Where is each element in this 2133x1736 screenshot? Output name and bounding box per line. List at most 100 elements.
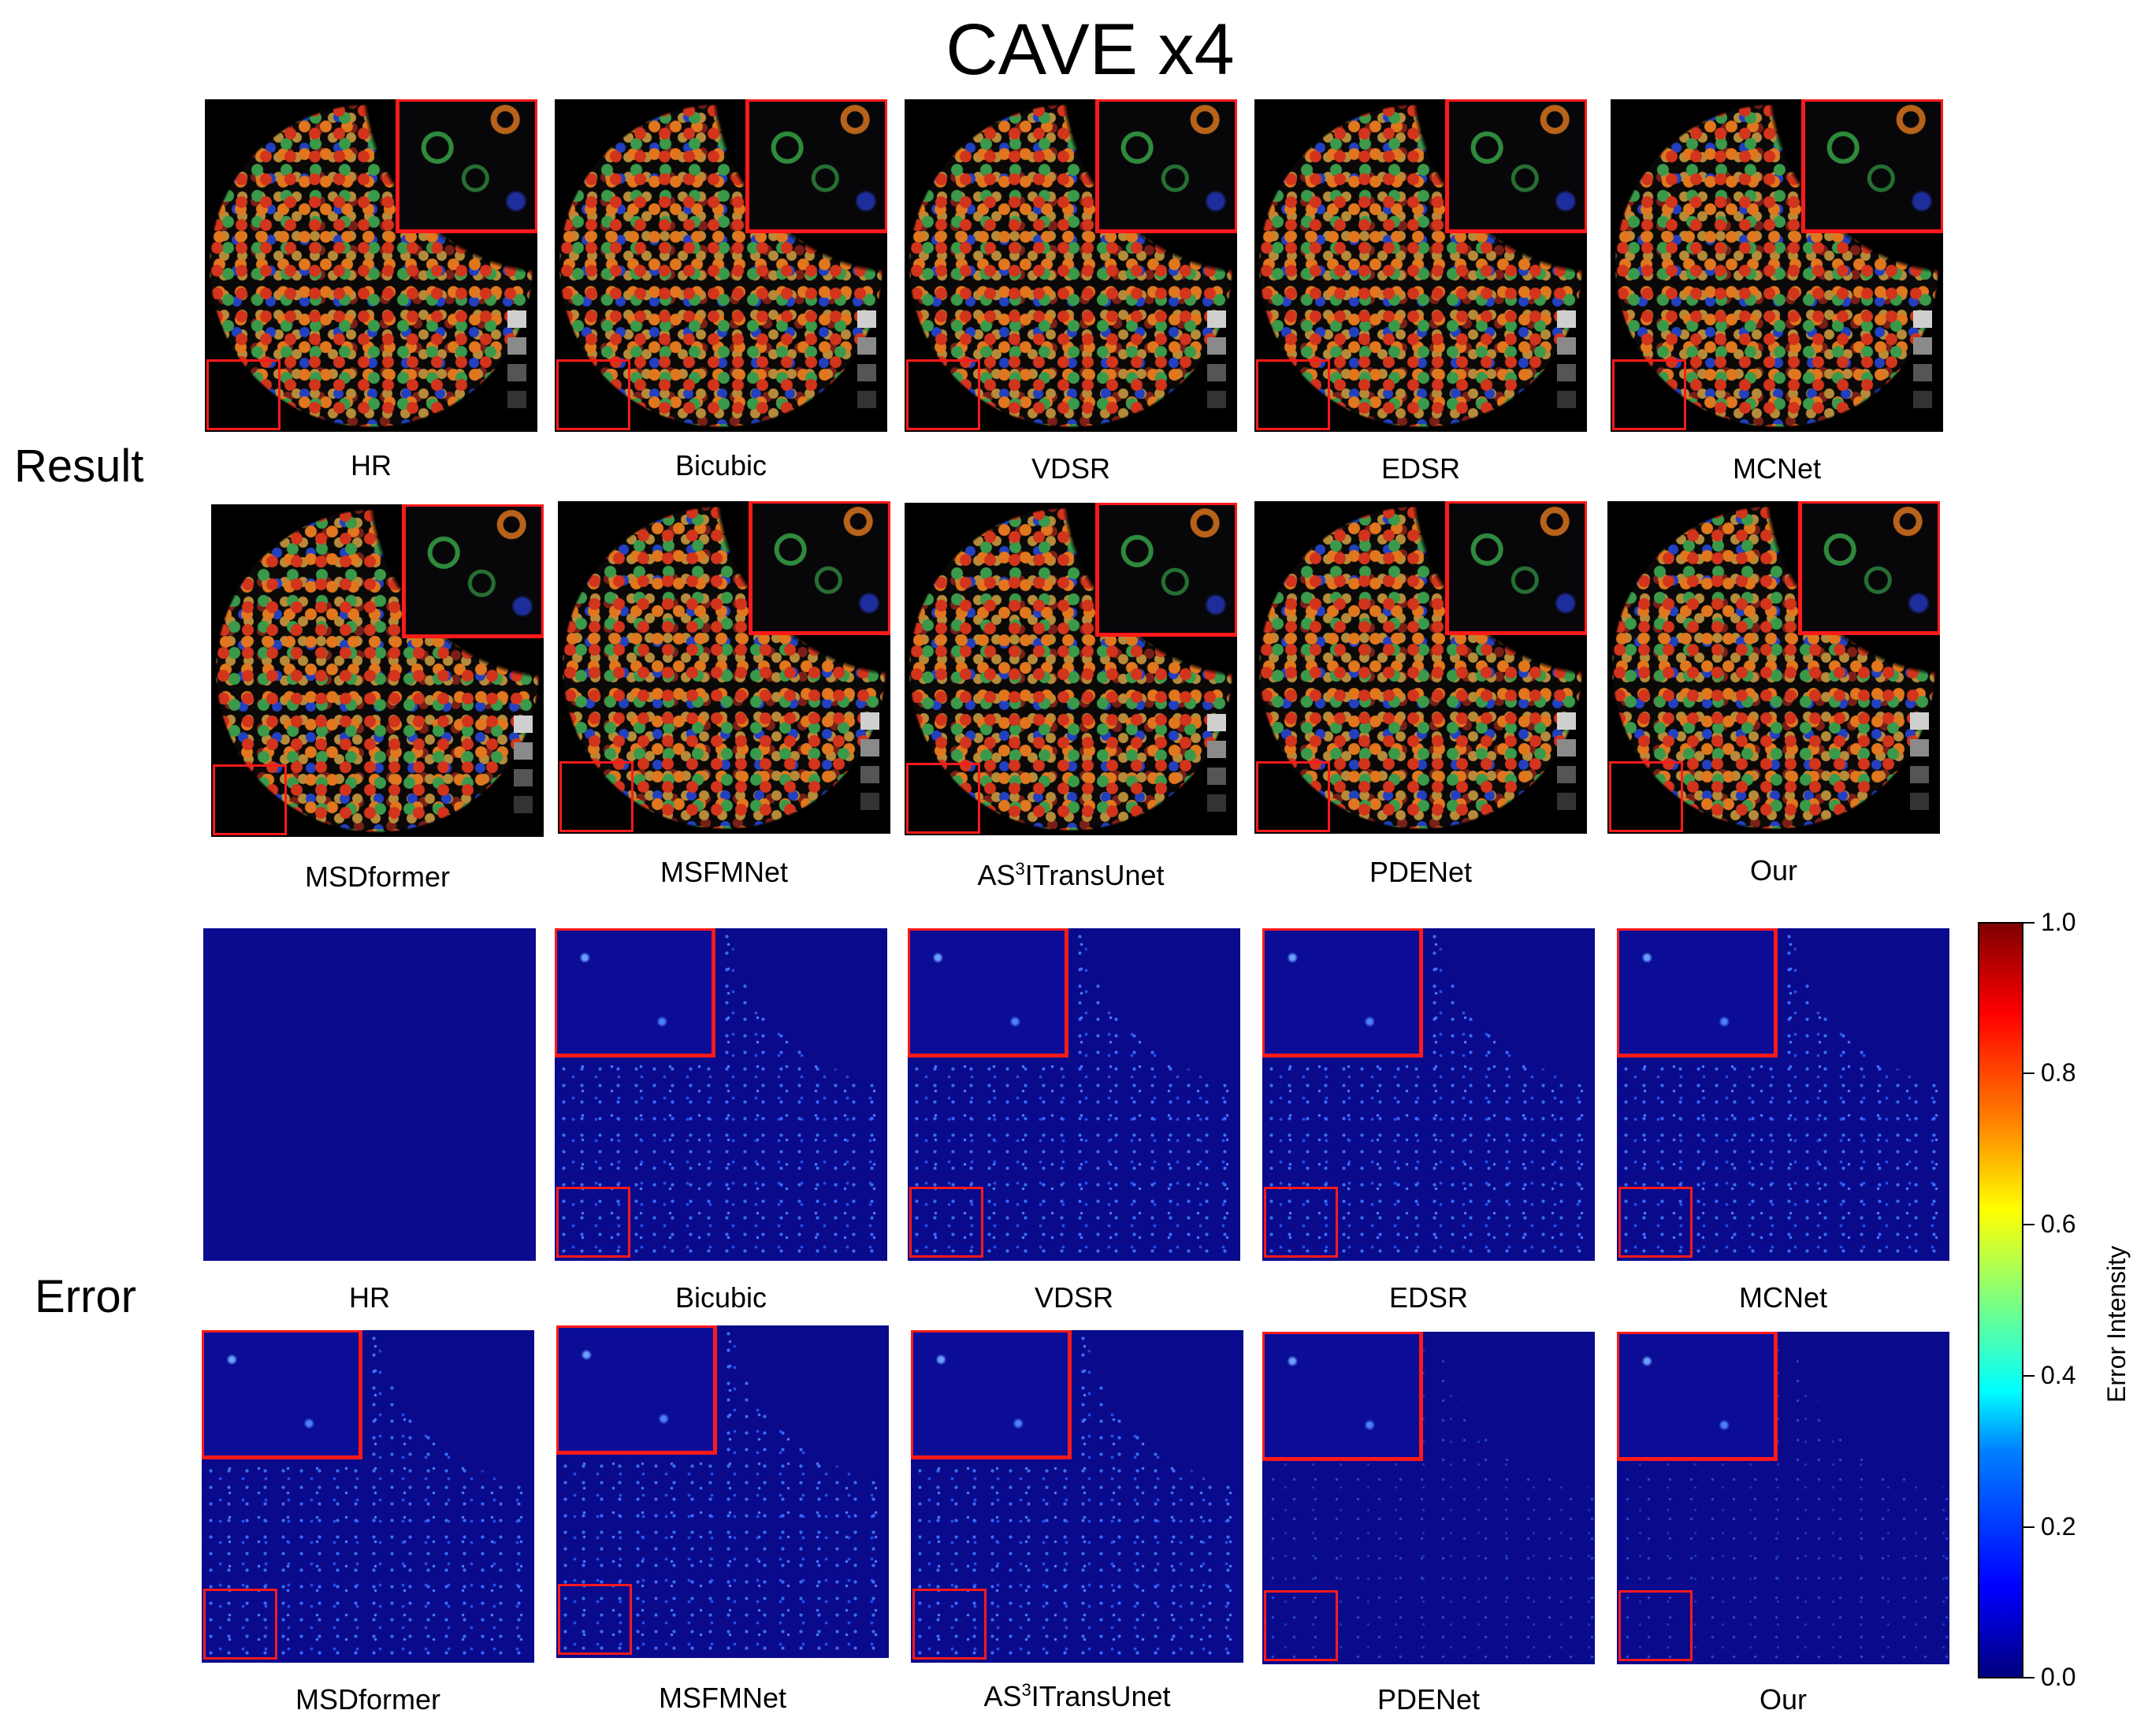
- zoom-region: [1612, 359, 1686, 430]
- zoom-inset: [1445, 99, 1587, 233]
- error-panel-pdenet: [1262, 1332, 1595, 1664]
- color-checker: [1207, 310, 1226, 408]
- colorbar-tick-label: 1.0: [2041, 908, 2076, 936]
- caption-result-edsr: EDSR: [1381, 452, 1461, 485]
- colorbar-tick-label: 0.0: [2041, 1663, 2076, 1691]
- zoom-region: [1609, 761, 1683, 832]
- caption-error-as3itransunet: AS3ITransUnet: [983, 1680, 1171, 1712]
- caption-error-msfmnet: MSFMNet: [659, 1682, 786, 1714]
- colorbar-tick: [2023, 1224, 2035, 1225]
- color-checker: [1910, 712, 1929, 810]
- zoom-region: [1264, 1187, 1338, 1258]
- caption-result-pdenet: PDENet: [1369, 856, 1473, 888]
- caption-error-mcnet: MCNet: [1738, 1281, 1827, 1314]
- zoom-region: [1264, 1590, 1338, 1661]
- colorbar-tick-label: 0.8: [2041, 1058, 2076, 1087]
- error-panel-edsr: [1262, 928, 1595, 1261]
- zoom-region: [556, 359, 630, 430]
- caption-error-vdsr: VDSR: [1034, 1281, 1114, 1314]
- zoom-inset: [1262, 1332, 1423, 1461]
- zoom-inset: [908, 928, 1068, 1058]
- caption-result-msdformer: MSDformer: [304, 861, 450, 893]
- result-panel-pdenet: [1254, 501, 1587, 834]
- colorbar-tick: [2023, 1072, 2035, 1074]
- row-label-result: Result: [14, 441, 144, 492]
- zoom-region: [559, 761, 634, 832]
- caption-result-as3itransunet: AS3ITransUnet: [977, 859, 1165, 891]
- caption-error-bicubic: Bicubic: [674, 1281, 767, 1314]
- result-panel-msfmnet: [558, 501, 890, 834]
- error-panel-bicubic: [555, 928, 887, 1261]
- zoom-region: [906, 359, 980, 430]
- error-colorbar: [1978, 922, 2023, 1678]
- caption-result-mcnet: MCNet: [1732, 452, 1821, 485]
- zoom-inset: [556, 1325, 717, 1455]
- zoom-region: [906, 763, 980, 834]
- zoom-inset: [1617, 928, 1778, 1058]
- caption-result-hr: HR: [351, 449, 392, 481]
- colorbar-tick: [2023, 1677, 2035, 1678]
- zoom-region: [1618, 1590, 1693, 1661]
- color-checker: [1913, 310, 1932, 408]
- caption-error-hr: HR: [349, 1281, 390, 1314]
- colorbar-tick: [2023, 1526, 2035, 1528]
- result-panel-edsr: [1254, 99, 1587, 432]
- caption-result-bicubic: Bicubic: [674, 449, 767, 481]
- zoom-region: [558, 1584, 632, 1655]
- zoom-inset: [911, 1330, 1072, 1459]
- error-panel-msdformer: [202, 1330, 534, 1663]
- color-checker: [1557, 712, 1576, 810]
- zoom-inset: [1801, 99, 1943, 233]
- zoom-region: [1618, 1187, 1693, 1258]
- zoom-inset: [402, 504, 544, 638]
- zoom-inset: [1798, 501, 1940, 635]
- zoom-inset: [1617, 1332, 1778, 1461]
- colorbar-tick-label: 0.2: [2041, 1512, 2076, 1541]
- zoom-inset: [1445, 501, 1587, 635]
- zoom-region: [203, 1589, 277, 1660]
- zoom-region: [909, 1187, 983, 1258]
- error-panel-our: [1617, 1332, 1949, 1664]
- caption-error-pdenet: PDENet: [1377, 1683, 1481, 1716]
- zoom-inset: [1095, 99, 1237, 233]
- caption-error-msdformer: MSDformer: [295, 1683, 440, 1716]
- color-checker: [860, 712, 879, 810]
- zoom-region: [206, 359, 281, 430]
- figure-title: CAVE x4: [946, 9, 1235, 90]
- zoom-region: [213, 764, 287, 835]
- zoom-inset: [555, 928, 715, 1058]
- color-checker: [1557, 310, 1576, 408]
- row-label-error: Error: [35, 1271, 136, 1322]
- result-panel-mcnet: [1611, 99, 1943, 432]
- caption-result-msfmnet: MSFMNet: [660, 856, 788, 888]
- caption-result-our: Our: [1749, 854, 1797, 887]
- result-panel-hr: [205, 99, 537, 432]
- result-panel-our: [1607, 501, 1940, 834]
- caption-error-our: Our: [1759, 1683, 1807, 1716]
- result-panel-vdsr: [905, 99, 1237, 432]
- zoom-inset: [749, 501, 890, 635]
- result-panel-bicubic: [555, 99, 887, 432]
- color-checker: [507, 310, 526, 408]
- error-panel-hr: [203, 928, 536, 1261]
- color-checker: [857, 310, 876, 408]
- zoom-inset: [745, 99, 887, 233]
- result-panel-msdformer: [211, 504, 544, 837]
- color-checker: [1207, 714, 1226, 812]
- colorbar-label: Error Intensity: [2102, 1245, 2131, 1403]
- colorbar-tick: [2023, 922, 2035, 924]
- caption-error-edsr: EDSR: [1388, 1281, 1469, 1314]
- zoom-inset: [202, 1330, 362, 1459]
- error-panel-as3itransunet: [911, 1330, 1243, 1663]
- error-panel-msfmnet: [556, 1325, 889, 1658]
- colorbar-tick: [2023, 1375, 2035, 1377]
- zoom-inset: [1095, 503, 1237, 637]
- colorbar-tick-label: 0.6: [2041, 1210, 2076, 1238]
- zoom-region: [556, 1187, 630, 1258]
- error-panel-vdsr: [908, 928, 1240, 1261]
- result-panel-as3itransunet: [905, 503, 1237, 835]
- zoom-inset: [1262, 928, 1423, 1058]
- zoom-inset: [396, 99, 537, 233]
- caption-result-vdsr: VDSR: [1031, 452, 1111, 485]
- error-panel-mcnet: [1617, 928, 1949, 1261]
